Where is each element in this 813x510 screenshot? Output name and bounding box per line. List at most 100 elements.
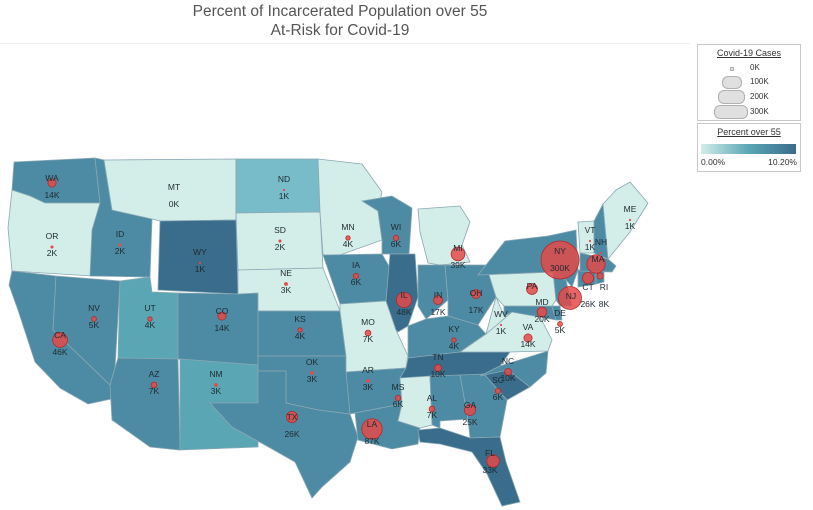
state-tx[interactable] <box>209 370 359 499</box>
cases-label-ar: 3K <box>363 382 374 392</box>
case-bubble-ny[interactable] <box>540 240 580 280</box>
state-label-nj: NJ <box>566 291 576 301</box>
state-label-mo: MO <box>361 317 375 327</box>
case-bubble-nj[interactable] <box>558 286 582 310</box>
state-nd[interactable] <box>235 158 321 214</box>
case-bubble-in[interactable] <box>433 295 443 305</box>
case-bubble-oh[interactable] <box>471 289 481 299</box>
case-bubble-ga[interactable] <box>464 404 476 416</box>
case-bubble-nv[interactable] <box>91 316 97 322</box>
state-label-il: IL <box>400 290 407 300</box>
cases-label-wv: 1K <box>496 326 507 336</box>
case-bubble-sc[interactable] <box>494 387 502 395</box>
case-bubble-nh[interactable] <box>599 251 603 255</box>
case-bubble-az[interactable] <box>150 381 158 389</box>
case-bubble-la[interactable] <box>361 418 383 440</box>
state-label-pa: PA <box>527 281 538 291</box>
state-wy[interactable] <box>157 219 239 295</box>
case-bubble-fl[interactable] <box>486 454 500 468</box>
cases-label-md: 20K <box>534 314 549 324</box>
case-bubble-wi[interactable] <box>392 234 400 242</box>
case-bubble-de[interactable] <box>557 321 563 327</box>
case-bubble-wa[interactable] <box>47 178 57 188</box>
us-state-map[interactable]: WA 14K OR 2K CA 46K NV 5K ID 2K MT 0K WY 1K UT 4K AZ 7K CO… <box>0 44 690 510</box>
case-bubble-wy[interactable] <box>198 261 202 265</box>
case-bubble-al[interactable] <box>428 405 436 413</box>
state-label-nm: NM <box>209 369 222 379</box>
cases-label-tn: 10K <box>430 369 445 379</box>
cases-label-nv: 5K <box>89 320 100 330</box>
case-bubble-nm[interactable] <box>214 383 218 387</box>
case-bubble-co[interactable] <box>217 311 227 321</box>
case-bubble-vt[interactable] <box>588 239 592 243</box>
state-label-ma: MA <box>592 254 605 264</box>
cases-label-ny: 300K <box>550 263 570 273</box>
cases-label-sd: 2K <box>275 242 286 252</box>
size-swatch-300k <box>714 105 748 119</box>
size-swatch-0 <box>730 67 734 71</box>
case-bubble-ar[interactable] <box>366 379 370 383</box>
case-bubble-ca[interactable] <box>52 332 68 348</box>
percent-over-55-legend[interactable]: Percent over 55 0.00% 10.20% <box>697 123 801 172</box>
case-bubble-or[interactable] <box>50 245 54 249</box>
cases-label-sc: 6K <box>493 392 504 402</box>
case-bubble-il[interactable] <box>395 291 412 308</box>
cases-label-mt: 0K <box>169 199 180 209</box>
case-bubble-ky[interactable] <box>451 337 457 343</box>
state-in[interactable] <box>417 264 449 320</box>
state-label-de: DE <box>554 308 566 318</box>
state-de[interactable] <box>551 305 563 321</box>
case-bubble-tx[interactable] <box>286 411 298 423</box>
cases-legend-label: 200K <box>750 92 769 101</box>
cases-label-nc: 10K <box>500 373 515 383</box>
cases-label-ga: 25K <box>462 417 477 427</box>
case-bubble-ok[interactable] <box>310 371 314 375</box>
case-bubble-va[interactable] <box>523 333 533 343</box>
case-bubble-wv[interactable] <box>499 323 503 327</box>
cases-label-ut: 4K <box>145 320 156 330</box>
cases-legend-row: 100K <box>698 76 800 89</box>
covid-cases-legend[interactable]: Covid-19 Cases 0K 100K 200K 300K <box>697 44 801 121</box>
case-bubble-nc[interactable] <box>504 368 512 376</box>
case-bubble-ct[interactable] <box>582 272 594 284</box>
case-bubble-ma[interactable] <box>586 254 606 274</box>
case-bubble-mi[interactable] <box>450 246 466 262</box>
case-bubble-ms[interactable] <box>394 394 402 402</box>
cases-label-la: 87K <box>364 436 379 446</box>
cases-label-va: 14K <box>520 339 535 349</box>
state-label-sc: SC <box>492 375 504 385</box>
case-bubble-tn[interactable] <box>434 364 442 372</box>
case-bubble-md[interactable] <box>536 306 548 318</box>
state-label-nd: ND <box>278 174 290 184</box>
cases-label-mn: 4K <box>343 239 354 249</box>
case-bubble-ri[interactable] <box>596 272 604 280</box>
case-bubble-sd[interactable] <box>278 239 282 243</box>
state-me[interactable] <box>602 181 649 261</box>
case-bubble-pa[interactable] <box>526 283 538 295</box>
case-bubble-mn[interactable] <box>345 235 351 241</box>
case-bubble-ks[interactable] <box>297 327 303 333</box>
state-label-fl: FL <box>485 448 495 458</box>
case-bubble-mo[interactable] <box>364 329 372 337</box>
case-bubble-me[interactable] <box>628 218 632 222</box>
case-bubble-ne[interactable] <box>284 282 288 286</box>
state-az[interactable] <box>109 357 181 451</box>
state-label-sd: SD <box>274 225 286 235</box>
labels-layer: WA 14K OR 2K CA 46K NV 5K ID 2K MT 0K WY 1K UT 4K AZ 7K CO… <box>44 173 636 475</box>
case-bubble-nd[interactable] <box>282 188 286 192</box>
state-label-nc: NC <box>502 356 514 366</box>
state-fl[interactable] <box>417 427 521 507</box>
state-label-mn: MN <box>341 222 354 232</box>
cases-label-ca: 46K <box>52 347 67 357</box>
state-label-me: ME <box>624 204 637 214</box>
chart-title: Percent of Incarcerated Population over … <box>192 3 488 20</box>
state-label-in: IN <box>434 290 443 300</box>
header-divider <box>0 43 690 44</box>
cases-legend-title: Covid-19 Cases <box>716 48 782 58</box>
cases-legend-label: 300K <box>750 107 769 116</box>
case-bubble-id[interactable] <box>118 243 122 247</box>
case-bubble-ut[interactable] <box>147 316 153 322</box>
case-bubble-ia[interactable] <box>352 272 360 280</box>
chart-subtitle: At-Risk for Covid-19 <box>270 22 410 39</box>
cases-label-ri: 8K <box>599 299 610 309</box>
